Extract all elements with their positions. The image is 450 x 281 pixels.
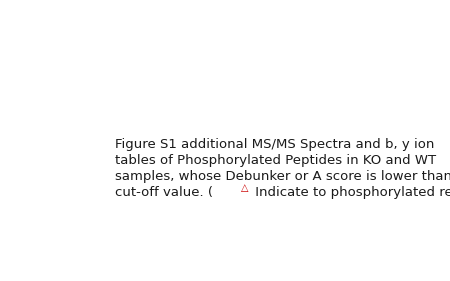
Text: Figure S1 additional MS/MS Spectra and b, y ion: Figure S1 additional MS/MS Spectra and b… — [115, 138, 434, 151]
Text: samples, whose Debunker or A score is lower than the: samples, whose Debunker or A score is lo… — [115, 170, 450, 183]
Text: Indicate to phosphorylated residue): Indicate to phosphorylated residue) — [251, 186, 450, 199]
Text: △: △ — [242, 183, 249, 193]
Text: cut-off value. (: cut-off value. ( — [115, 186, 213, 199]
Text: tables of Phosphorylated Peptides in KO and WT: tables of Phosphorylated Peptides in KO … — [115, 154, 436, 167]
